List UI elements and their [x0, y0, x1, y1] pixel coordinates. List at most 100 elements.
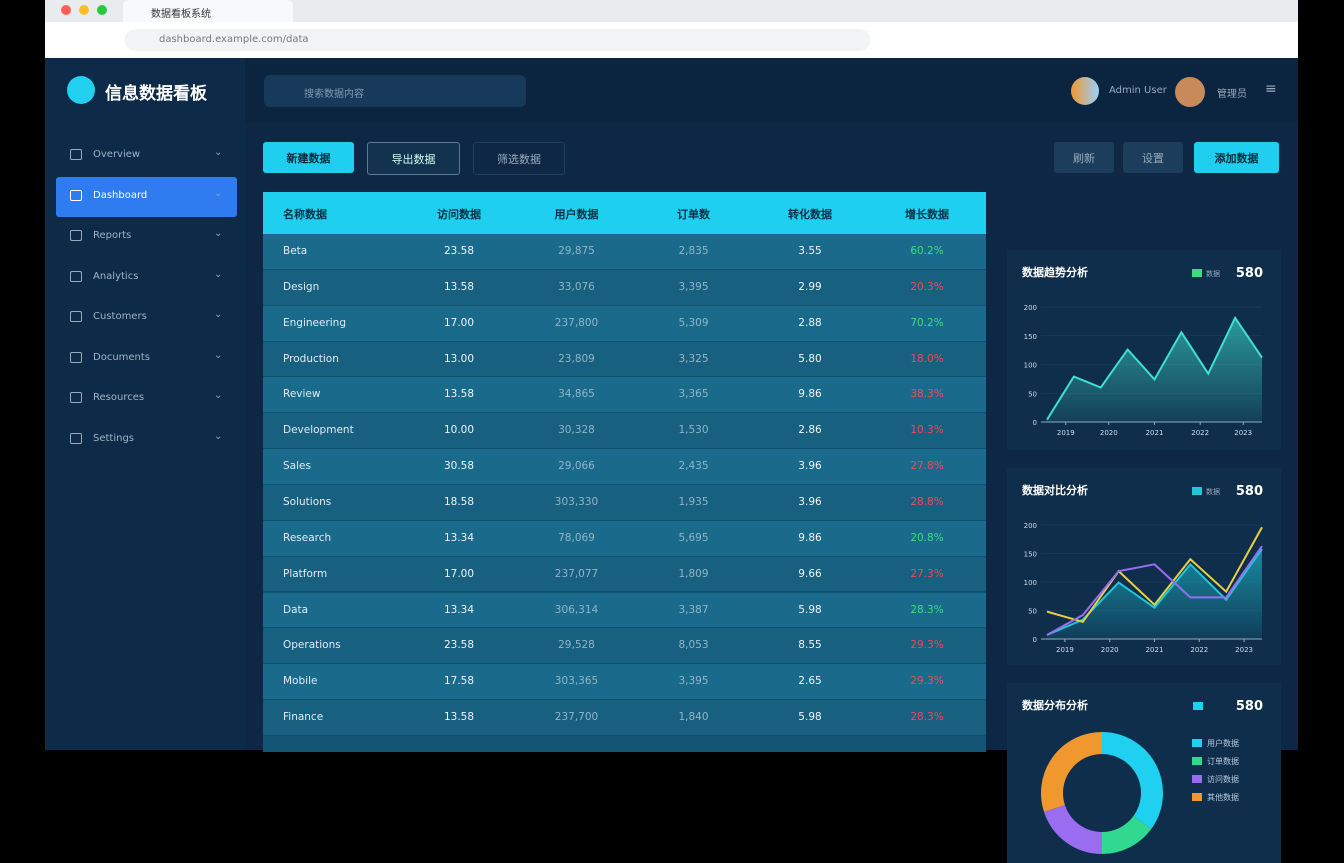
- x-tick-label: 2023: [1235, 646, 1253, 654]
- tab-title: 数据看板系统: [151, 9, 211, 20]
- y-tick-label: 200: [1024, 304, 1037, 312]
- nav-item[interactable]: Settings ⌄: [56, 420, 237, 460]
- min-dot[interactable]: [79, 5, 89, 15]
- address-bar[interactable]: dashboard.example.com/data: [125, 29, 870, 51]
- y-tick-label: 200: [1024, 522, 1037, 530]
- donut-segment: [1043, 804, 1103, 854]
- table-cell: 23.58: [443, 245, 475, 257]
- tab[interactable]: 数据看板系统: [123, 0, 293, 22]
- avatar[interactable]: [1175, 77, 1205, 107]
- table-cell: 9.66: [798, 567, 822, 580]
- y-tick-label: 150: [1024, 333, 1037, 341]
- x-tick-label: 2022: [1190, 646, 1208, 654]
- main: 新建数据 导出数据 筛选数据 刷新 设置 添加数据 名称数据 访问数据 用户数据 订单数 转化数据增…: [245, 122, 1298, 863]
- table-cell: Platform: [283, 567, 328, 580]
- table-cell: 20.8%: [910, 531, 944, 544]
- table-cell: 306,314: [554, 603, 599, 616]
- table-cell: 5.98: [798, 711, 822, 724]
- table-cell: 2.86: [798, 424, 822, 437]
- close-dot[interactable]: [61, 5, 71, 15]
- max-dot[interactable]: [97, 5, 107, 15]
- x-tick-label: 2020: [1101, 646, 1119, 654]
- table-row: Operations 23.58 29,528 8,053 8.55 29.3%: [263, 628, 986, 665]
- nav-icon: [70, 311, 82, 322]
- table-cell: 2,835: [678, 245, 709, 257]
- column-header: 名称数据: [283, 208, 327, 221]
- y-tick-label: 0: [1033, 636, 1037, 644]
- nav-item[interactable]: Resources ⌄: [56, 379, 237, 419]
- chart-title: 数据对比分析: [1022, 483, 1088, 497]
- table-cell: 3.55: [798, 245, 822, 257]
- button[interactable]: 筛选数据: [473, 142, 565, 175]
- table-cell: 17.00: [443, 316, 475, 329]
- table-cell: 29,528: [558, 639, 595, 652]
- line: [1046, 545, 1263, 636]
- table-row: Development 10.00 30,328 1,530 2.86 10.3%: [263, 413, 986, 450]
- search[interactable]: 搜索数据内容: [264, 75, 526, 107]
- button[interactable]: 刷新: [1054, 142, 1114, 173]
- table-row: Design 13.58 33,076 3,395 2.99 20.3%: [263, 269, 986, 306]
- logo-icon: [67, 76, 95, 104]
- table-cell: 5,309: [678, 316, 709, 329]
- nav-label: Analytics: [93, 270, 139, 282]
- nav-item[interactable]: Reports ⌄: [56, 217, 237, 257]
- table-cell: 237,700: [554, 711, 599, 724]
- button[interactable]: 添加数据: [1194, 142, 1279, 173]
- table-cell: 10.00: [443, 424, 475, 437]
- column-header: 订单数: [677, 208, 710, 221]
- nav-label: Documents: [93, 351, 151, 363]
- y-tick-label: 150: [1024, 551, 1037, 559]
- x-tick-label: 2019: [1056, 646, 1074, 654]
- nav-item[interactable]: Analytics ⌄: [56, 258, 237, 298]
- nav-item[interactable]: Dashboard ⌄: [56, 176, 237, 217]
- table-cell: 28.3%: [910, 711, 944, 724]
- table-cell: Data: [283, 603, 309, 616]
- table-cell: Operations: [283, 639, 341, 652]
- page: 数据看板系统 dashboard.example.com/data 信息数据看板…: [45, 0, 1298, 863]
- table-cell: 3.96: [798, 495, 822, 508]
- table-cell: 29,875: [558, 245, 595, 257]
- button[interactable]: 导出数据: [367, 142, 460, 175]
- table-cell: 1,935: [678, 495, 709, 508]
- table-cell: Research: [283, 531, 332, 544]
- table-cell: 33,076: [558, 280, 595, 293]
- table-cell: Development: [283, 424, 354, 437]
- nav-item[interactable]: Overview ⌄: [56, 136, 237, 176]
- menu-icon[interactable]: ≡: [1265, 81, 1277, 97]
- table-cell: 303,365: [554, 675, 599, 688]
- chevron: ⌄: [214, 147, 223, 158]
- chart-title: 数据分布分析: [1022, 698, 1088, 712]
- nav-icon: [70, 230, 82, 241]
- button[interactable]: 新建数据: [263, 142, 354, 173]
- table-cell: 2.88: [798, 316, 822, 329]
- table-row: Research 13.34 78,069 5,695 9.86 20.8%: [263, 520, 986, 557]
- table-cell: 29,066: [558, 460, 595, 473]
- table-cell: 78,069: [558, 531, 595, 544]
- user-name: 管理员: [1217, 89, 1247, 100]
- table-row: Solutions 18.58 303,330 1,935 3.96 28.8%: [263, 484, 986, 521]
- table-cell: 17.58: [443, 675, 475, 688]
- chart-panel: 数据对比分析 580 数据 0 50 100 150 200 2019 2020 2021 2022 2…: [1007, 468, 1281, 665]
- table-cell: 237,077: [554, 567, 599, 580]
- browser-chrome: 数据看板系统 dashboard.example.com/data: [45, 0, 1298, 58]
- table-cell: 20.3%: [910, 280, 944, 293]
- nav-item[interactable]: Documents ⌄: [56, 339, 237, 379]
- table-cell: Design: [283, 280, 320, 293]
- line: [1046, 315, 1263, 421]
- chevron: ⌄: [214, 309, 223, 320]
- nav-label: Customers: [93, 311, 147, 322]
- nav-label: Overview: [93, 149, 141, 160]
- table-cell: 9.86: [798, 531, 822, 544]
- table-cell: 17.00: [443, 567, 475, 580]
- nav-item[interactable]: Customers ⌄: [56, 298, 237, 338]
- button[interactable]: 设置: [1123, 142, 1183, 173]
- table-cell: Solutions: [283, 495, 332, 508]
- table-cell: 2,435: [678, 460, 709, 473]
- user-name: Admin User: [1109, 85, 1167, 96]
- table-cell: 30.58: [443, 460, 475, 473]
- table-cell: 27.3%: [910, 567, 944, 580]
- table-cell: 3,395: [678, 675, 709, 688]
- avatar[interactable]: [1071, 77, 1099, 105]
- table-cell: 70.2%: [910, 316, 944, 329]
